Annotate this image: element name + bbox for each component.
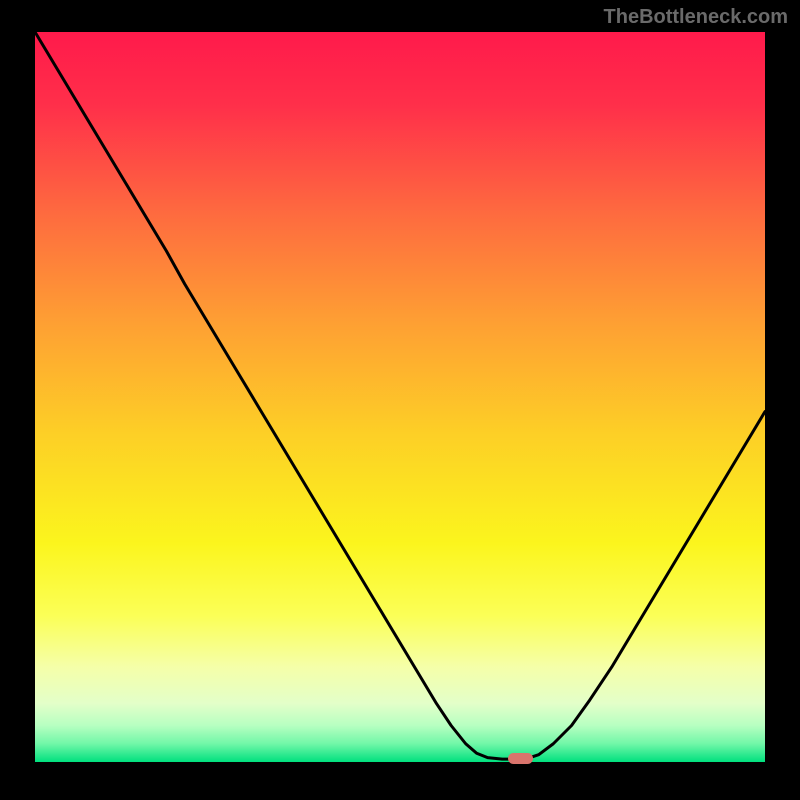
chart-container: TheBottleneck.com bbox=[0, 0, 800, 800]
watermark-text: TheBottleneck.com bbox=[604, 6, 788, 29]
bottleneck-curve bbox=[35, 32, 765, 762]
plot-area bbox=[35, 32, 765, 762]
optimal-marker bbox=[508, 753, 533, 765]
